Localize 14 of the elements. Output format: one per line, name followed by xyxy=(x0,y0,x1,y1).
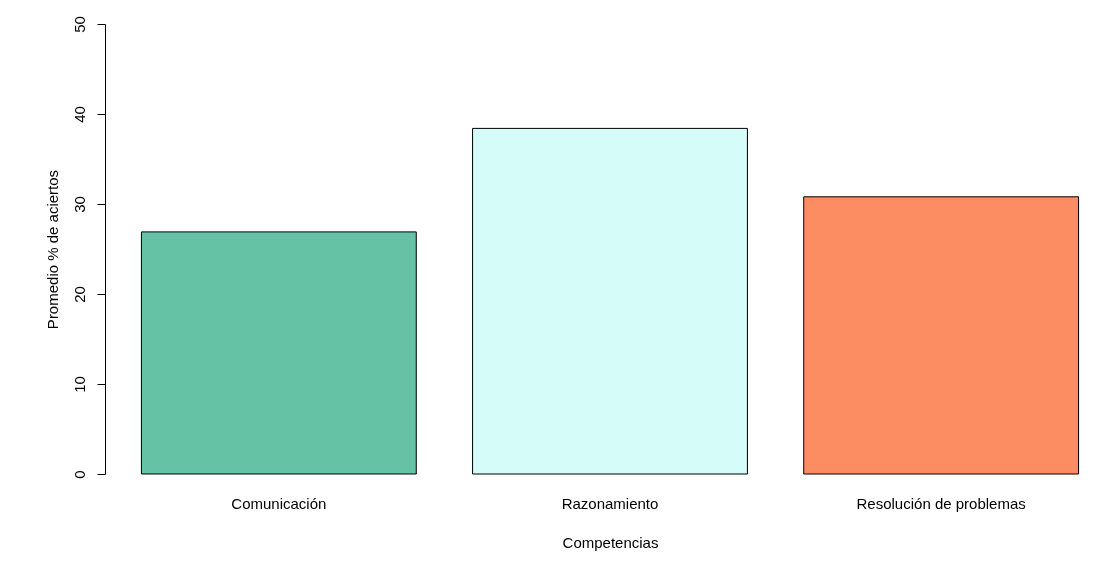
y-axis-title: Promedio % de aciertos xyxy=(43,169,61,330)
bar xyxy=(803,196,1080,475)
x-tick-label: Comunicación xyxy=(231,494,327,512)
x-tick-label: Razonamiento xyxy=(561,494,659,512)
x-tick-label: Resolución de problemas xyxy=(856,494,1026,512)
y-tick-label: 10 xyxy=(70,376,88,393)
y-tick-label: 20 xyxy=(70,286,88,303)
bar xyxy=(472,127,748,475)
y-tick-label: 30 xyxy=(70,196,88,213)
x-axis-title: Competencias xyxy=(562,533,659,551)
y-tick-label: 0 xyxy=(70,470,88,479)
y-tick-label: 50 xyxy=(70,16,88,33)
y-tick-label: 40 xyxy=(70,106,88,123)
bar xyxy=(140,231,417,475)
